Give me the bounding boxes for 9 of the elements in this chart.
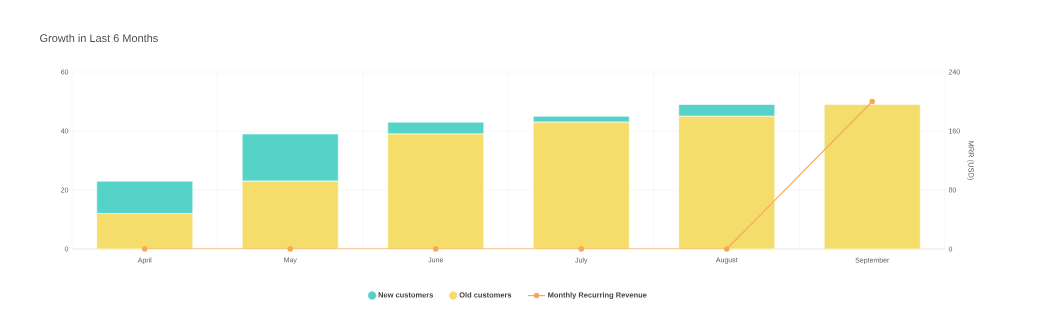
bar bbox=[241, 180, 339, 249]
bar bbox=[532, 121, 630, 249]
bar bbox=[532, 115, 630, 123]
bar bbox=[823, 104, 921, 249]
chart-title: Growth in Last 6 Months bbox=[40, 33, 158, 43]
bar bbox=[241, 133, 339, 182]
bar bbox=[678, 115, 776, 249]
bar bbox=[387, 133, 485, 249]
bar bbox=[96, 213, 194, 249]
